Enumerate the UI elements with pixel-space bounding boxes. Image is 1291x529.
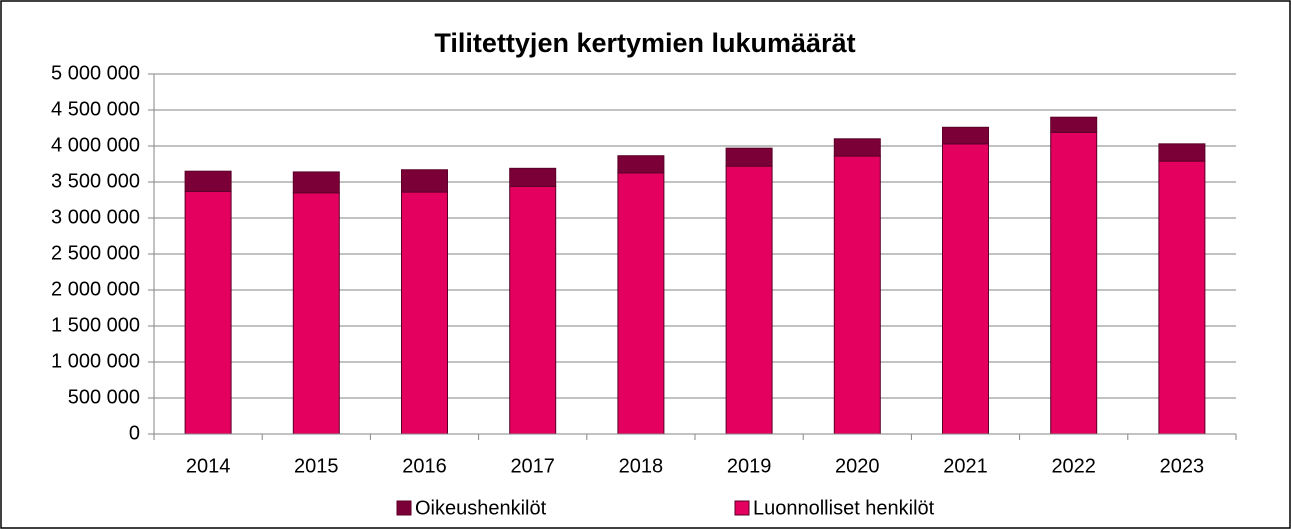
x-tick-label: 2014 bbox=[186, 455, 231, 477]
x-tick-label: 2016 bbox=[402, 455, 447, 477]
bar-segment bbox=[184, 190, 232, 435]
y-tick-label: 3 000 000 bbox=[51, 206, 140, 228]
bar-segment bbox=[292, 192, 340, 435]
bar-segment bbox=[1050, 131, 1098, 435]
bar-segment bbox=[833, 138, 881, 157]
bar-segment bbox=[401, 191, 448, 435]
y-tick-label: 3 500 000 bbox=[51, 170, 140, 192]
bar-segment bbox=[509, 167, 557, 187]
y-tick-label: 1 500 000 bbox=[51, 314, 140, 336]
legend-swatch bbox=[396, 500, 412, 516]
legend-label: Oikeushenkilöt bbox=[415, 497, 547, 519]
bar-segment bbox=[617, 155, 665, 174]
bar-segment bbox=[509, 185, 557, 435]
bar-segment bbox=[184, 170, 232, 192]
chart-title: Tilitettyjen kertymien lukumäärät bbox=[434, 28, 855, 58]
y-tick-label: 2 000 000 bbox=[51, 278, 140, 300]
x-tick-label: 2020 bbox=[835, 455, 880, 477]
bar-segment bbox=[1158, 143, 1206, 162]
x-tick-label: 2018 bbox=[619, 455, 664, 477]
bar-segment bbox=[292, 171, 340, 194]
bar-segment bbox=[942, 126, 989, 145]
bar-segment bbox=[617, 172, 665, 435]
bar-segment bbox=[1050, 116, 1098, 133]
legend-swatch bbox=[734, 500, 750, 516]
x-tick-label: 2019 bbox=[727, 455, 772, 477]
y-tick-label: 4 000 000 bbox=[51, 134, 140, 156]
bar-segment bbox=[942, 143, 989, 435]
y-tick-label: 500 000 bbox=[68, 386, 140, 408]
bar-segment bbox=[1158, 160, 1206, 435]
bar-segment bbox=[725, 147, 773, 167]
y-tick-label: 5 000 000 bbox=[51, 62, 140, 84]
x-tick-label: 2022 bbox=[1051, 455, 1096, 477]
bar-segment bbox=[725, 165, 773, 435]
x-tick-label: 2017 bbox=[510, 455, 555, 477]
x-tick-label: 2023 bbox=[1160, 455, 1205, 477]
y-tick-label: 4 500 000 bbox=[51, 98, 140, 120]
legend-label: Luonnolliset henkilöt bbox=[753, 497, 935, 519]
x-tick-label: 2021 bbox=[943, 455, 988, 477]
y-tick-label: 0 bbox=[129, 422, 140, 444]
y-tick-label: 1 000 000 bbox=[51, 350, 140, 372]
bar-segment bbox=[833, 155, 881, 435]
y-tick-label: 2 500 000 bbox=[51, 242, 140, 264]
bar-segment bbox=[401, 169, 448, 193]
x-tick-label: 2015 bbox=[294, 455, 339, 477]
